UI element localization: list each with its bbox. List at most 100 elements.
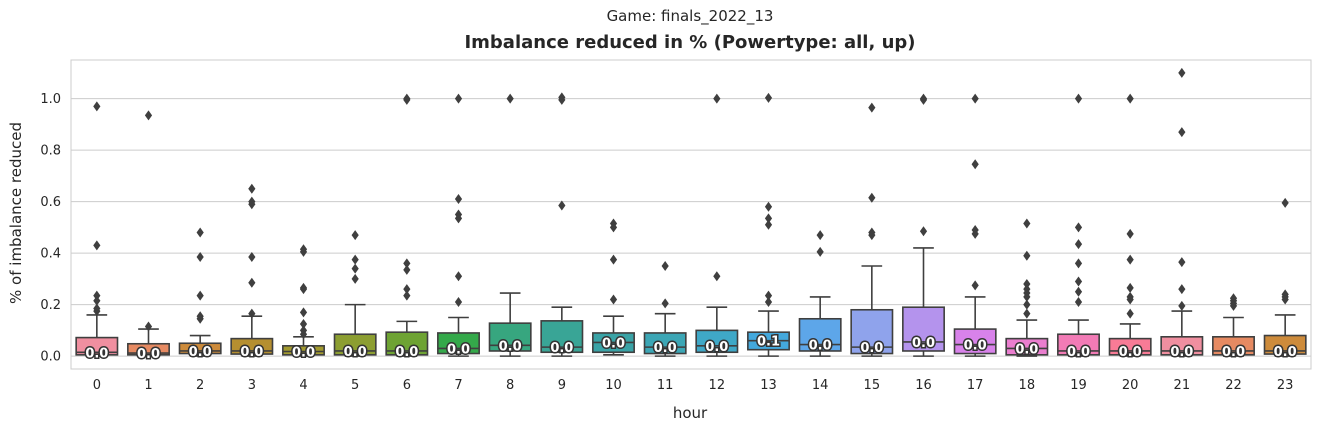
outlier-point [1074,258,1083,269]
outlier-point [299,307,308,318]
outlier-point [764,201,773,212]
outlier-point [454,93,463,104]
outlier-point [764,219,773,230]
x-tick-label: 17 [967,378,984,393]
outlier-point [713,93,721,104]
outlier-point [93,240,101,251]
outlier-point [1074,286,1083,297]
x-tick-label: 5 [351,378,359,393]
box-4 [282,345,325,356]
x-tick-label: 10 [605,378,622,393]
y-tick-label: 0.4 [40,247,61,262]
outlier-point [299,318,308,329]
box-0 [75,336,119,356]
outlier-point [299,329,308,340]
outlier-point [454,194,463,205]
outlier-point [454,213,463,224]
outlier-point [1126,228,1134,239]
box-8 [488,322,532,352]
outlier-point [351,273,359,284]
x-tick-label: 7 [454,378,462,393]
x-tick-label: 3 [248,378,256,393]
box-1 [127,342,170,356]
y-tick-label: 0.0 [40,350,61,365]
median-label: 0.0 [809,339,832,354]
outlier-point [1074,222,1083,233]
outlier-point [1023,299,1031,310]
outlier-point [1281,294,1289,305]
outlier-point [764,297,773,308]
outlier-point [351,254,359,265]
outlier-point [1023,308,1031,319]
outlier-point [1126,308,1134,319]
outlier-point [299,246,308,257]
outlier-point [93,290,101,301]
median-label: 0.0 [1274,345,1297,360]
outlier-point [93,101,101,112]
median-label: 0.0 [550,341,573,356]
y-axis-label: % of imbalance reduced [7,122,25,304]
outlier-point [609,294,618,305]
outlier-point [248,308,256,319]
outlier-point [248,199,256,210]
y-tick-label: 0.6 [40,195,61,210]
outlier-point [558,200,566,211]
median-label: 0.0 [705,340,728,355]
x-tick-label: 2 [196,378,204,393]
x-tick-label: 8 [506,378,514,393]
median-label: 0.0 [85,346,108,361]
median-label: 0.0 [1067,345,1090,360]
outlier-point [661,261,669,271]
outlier-point [1074,276,1083,287]
median-label: 0.0 [137,347,160,362]
box-19 [1057,333,1100,356]
median-label: 0.0 [344,345,367,360]
box-5 [333,333,377,356]
outlier-point [1074,297,1083,308]
outlier-point [1126,93,1134,104]
box-6 [385,331,429,356]
median-label: 0.0 [1015,342,1038,357]
outlier-point [403,264,411,275]
chart-suptitle: Game: finals_2022_13 [607,7,774,26]
outlier-point [403,94,411,105]
box-12 [695,329,739,354]
box-2 [178,342,222,355]
median-label: 0.0 [912,336,935,351]
outlier-point [1229,300,1238,311]
outlier-point [403,290,411,301]
outlier-point [93,295,101,306]
median-label: 0.0 [602,336,625,351]
outlier-point [506,93,514,104]
x-tick-label: 23 [1277,378,1294,393]
outlier-point [1074,93,1083,104]
plot-area: 0.0 0.2 0.4 0.6 0.8 1.0 0.0 0 0.0 1 0.0 2 0.0 3 0.0 4 0.… [40,59,1312,393]
outlier-point [1023,250,1031,261]
outlier-point [1281,197,1289,208]
x-tick-label: 6 [403,378,411,393]
x-tick-label: 21 [1174,378,1191,393]
x-axis-label: hour [673,404,708,422]
outlier-point [1074,239,1083,250]
outlier-point [1023,279,1031,290]
outlier-point [816,230,824,241]
outlier-point [971,280,979,291]
median-label: 0.0 [447,342,470,357]
median-label: 0.0 [654,341,677,356]
outlier-point [351,230,359,241]
x-tick-label: 1 [144,378,152,393]
outlier-point [299,284,308,295]
box-11 [643,332,687,355]
outlier-point [971,93,979,104]
outlier-point [403,284,411,295]
outlier-point [93,306,101,317]
outlier-point [196,290,204,301]
outlier-point [764,92,773,103]
outlier-point [609,254,618,265]
x-tick-label: 14 [812,378,829,393]
outlier-point [816,246,824,257]
outlier-point [454,297,463,308]
outlier-point [196,313,204,324]
median-label: 0.0 [1222,345,1245,360]
outlier-point [351,263,359,274]
